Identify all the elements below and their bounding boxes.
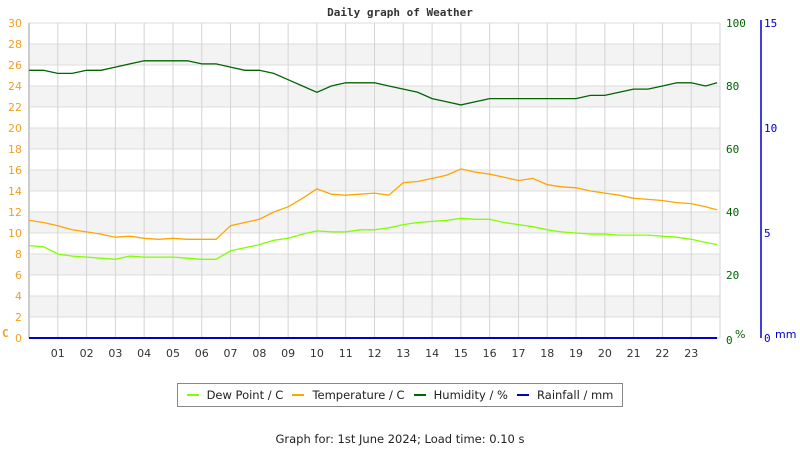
svg-text:10: 10 [764,122,777,135]
svg-text:11: 11 [339,347,353,360]
svg-text:10: 10 [8,227,22,240]
svg-text:60: 60 [726,143,739,156]
graph-footer: Graph for: 1st June 2024; Load time: 0.1… [275,432,525,446]
svg-text:15: 15 [454,347,468,360]
legend-item-humidity: Humidity / % [413,388,508,402]
axes: 024681012141618202224262830C020406080100… [2,17,796,360]
svg-text:18: 18 [8,143,22,156]
svg-text:0: 0 [15,332,22,345]
svg-text:01: 01 [51,347,65,360]
svg-text:14: 14 [425,347,439,360]
svg-text:16: 16 [483,347,497,360]
svg-text:06: 06 [195,347,209,360]
series-dew [28,217,718,260]
svg-text:20: 20 [598,347,612,360]
svg-text:80: 80 [726,80,739,93]
svg-text:16: 16 [8,164,22,177]
series-temperature [28,168,718,240]
temperature-swatch-icon [292,394,305,396]
svg-text:05: 05 [166,347,180,360]
svg-text:20: 20 [8,122,22,135]
legend-item-temperature: Temperature / C [292,388,405,402]
svg-text:12: 12 [368,347,382,360]
svg-text:20: 20 [726,269,739,282]
legend-label: Temperature / C [312,388,405,402]
svg-text:23: 23 [684,347,698,360]
svg-text:02: 02 [80,347,94,360]
svg-text:04: 04 [137,347,151,360]
svg-text:22: 22 [655,347,669,360]
chart-legend: Dew Point / C Temperature / C Humidity /… [177,383,623,407]
svg-text:100: 100 [726,17,746,30]
svg-text:40: 40 [726,206,739,219]
svg-text:13: 13 [396,347,410,360]
data-series [28,60,718,339]
series-humidity [29,60,718,106]
humidity-swatch-icon [413,394,426,396]
svg-text:26: 26 [8,59,22,72]
svg-text:14: 14 [8,185,22,198]
svg-text:15: 15 [764,17,777,30]
svg-text:03: 03 [108,347,122,360]
svg-text:8: 8 [15,248,22,261]
legend-item-dew-point: Dew Point / C [186,388,284,402]
legend-label: Dew Point / C [206,388,284,402]
svg-text:2: 2 [15,311,22,324]
legend-label: Rainfall / mm [537,388,614,402]
dew-point-swatch-icon [186,394,199,396]
legend-label: Humidity / % [433,388,508,402]
svg-text:19: 19 [569,347,583,360]
chart-title: Daily graph of Weather [327,6,473,19]
svg-text:mm: mm [775,328,796,341]
svg-text:0: 0 [764,332,771,345]
svg-text:12: 12 [8,206,22,219]
svg-text:24: 24 [8,80,22,93]
svg-text:0: 0 [726,334,733,347]
svg-text:08: 08 [252,347,266,360]
svg-text:21: 21 [627,347,641,360]
svg-text:5: 5 [764,227,771,240]
svg-text:22: 22 [8,101,22,114]
legend-item-rainfall: Rainfall / mm [517,388,613,402]
svg-text:%: % [735,328,745,341]
rainfall-swatch-icon [517,394,530,396]
svg-text:4: 4 [15,290,22,303]
svg-text:17: 17 [511,347,525,360]
svg-text:28: 28 [8,38,22,51]
svg-text:09: 09 [281,347,295,360]
svg-text:18: 18 [540,347,554,360]
svg-text:30: 30 [8,17,22,30]
svg-text:C: C [2,327,9,340]
svg-text:6: 6 [15,269,22,282]
svg-text:10: 10 [310,347,324,360]
svg-text:07: 07 [224,347,238,360]
